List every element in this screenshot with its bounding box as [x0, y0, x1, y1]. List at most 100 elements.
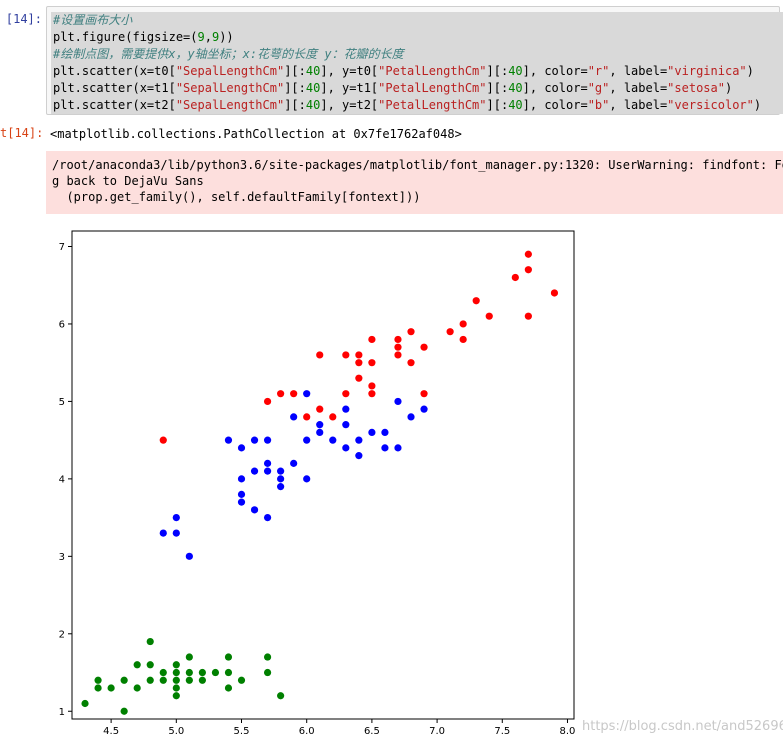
code-number: 40 — [508, 81, 523, 95]
scatter-point — [224, 668, 233, 677]
y-tick-label: 7 — [59, 242, 65, 253]
scatter-point — [94, 676, 102, 684]
scatter-point — [263, 653, 272, 661]
scatter-point — [355, 436, 363, 444]
scatter-point — [185, 653, 193, 661]
scatter-point — [394, 397, 402, 406]
scatter-point — [303, 413, 311, 421]
scatter-point — [277, 692, 285, 700]
scatter-point — [303, 436, 311, 444]
code-token: )) — [219, 30, 234, 44]
scatter-point — [524, 266, 532, 274]
code-cell[interactable]: #设置画布大小 plt.figure(figsize=(9,9)) #绘制点图，… — [46, 6, 783, 115]
scatter-point — [224, 436, 233, 444]
scatter-point — [107, 684, 115, 692]
code-line-scatter: plt.scatter(x=t2["SepalLengthCm"][:40], … — [51, 97, 783, 114]
scatter-point — [342, 405, 350, 413]
scatter-point — [394, 351, 402, 359]
scatter-point — [146, 637, 154, 646]
scatter-point — [355, 374, 363, 382]
code-token: ) — [746, 64, 754, 78]
scatter-point — [250, 506, 259, 514]
scatter-point — [303, 475, 311, 483]
scatter-point — [120, 707, 128, 715]
scatter-point — [263, 459, 272, 467]
scatter-point — [237, 444, 246, 452]
y-tick-label: 6 — [59, 319, 65, 330]
scatter-point — [303, 390, 311, 398]
code-string: "SepalLengthCm" — [175, 64, 285, 78]
scatter-point — [185, 552, 193, 560]
scatter-point — [172, 661, 180, 669]
y-tick-label: 4 — [59, 474, 65, 485]
scatter-point — [237, 498, 246, 506]
y-tick-label: 3 — [59, 552, 65, 563]
y-tick-label: 1 — [59, 707, 65, 718]
scatter-point — [290, 390, 298, 398]
scatter-point — [198, 676, 206, 684]
scatter-point — [120, 676, 128, 684]
scatter-point — [368, 359, 376, 367]
plot-area — [71, 230, 575, 720]
code-string: "SepalLengthCm" — [175, 81, 285, 95]
scatter-point — [394, 444, 402, 452]
code-token: plt.scatter(x=t1[ — [53, 81, 176, 95]
code-token: , label= — [609, 81, 668, 95]
input-prompt: [14]: — [5, 12, 42, 26]
scatter-point — [342, 351, 350, 359]
scatter-point — [524, 312, 532, 320]
code-token: ) — [753, 98, 762, 112]
scatter-point — [459, 335, 467, 344]
code-string: "setosa" — [667, 81, 725, 95]
code-editor[interactable]: #设置画布大小 plt.figure(figsize=(9,9)) #绘制点图，… — [51, 12, 783, 114]
scatter-point — [329, 436, 337, 444]
code-string: "PetalLengthCm" — [378, 64, 487, 78]
code-number: 9 — [211, 30, 220, 44]
scatter-point — [224, 684, 233, 692]
code-token: plt.scatter(x=t2[ — [53, 98, 176, 112]
code-number: 40 — [508, 64, 523, 78]
scatter-point — [263, 668, 272, 677]
scatter-point — [198, 668, 206, 677]
code-string: "g" — [587, 81, 610, 95]
scatter-point — [355, 359, 363, 367]
code-string: "PetalLengthCm" — [378, 81, 487, 95]
scatter-point — [211, 668, 220, 677]
scatter-point — [277, 483, 285, 491]
scatter-point — [446, 328, 454, 336]
scatter-point — [159, 676, 167, 684]
scatter-point — [485, 312, 493, 320]
scatter-point — [316, 405, 324, 413]
scatter-point — [185, 668, 193, 677]
scatter-point — [368, 382, 376, 390]
scatter-point — [316, 421, 324, 429]
scatter-point — [355, 351, 363, 359]
scatter-point — [277, 467, 285, 475]
scatter-point — [550, 289, 559, 297]
scatter-point — [290, 459, 298, 467]
x-tick-label: 7.0 — [429, 726, 445, 737]
output-prompt: t[14]: — [0, 126, 44, 140]
warning-line: (prop.get_family(), self.defaultFamily[f… — [52, 190, 421, 204]
scatter-point — [277, 390, 285, 398]
scatter-point — [185, 676, 193, 684]
x-tick-label: 7.5 — [494, 726, 510, 737]
scatter-point — [133, 684, 141, 692]
scatter-point — [81, 699, 89, 708]
code-number: 40 — [305, 64, 321, 78]
scatter-point — [420, 390, 428, 398]
scatter-point — [342, 444, 350, 452]
code-token: plt.figure(figsize=( — [53, 30, 198, 44]
scatter-point — [459, 320, 467, 328]
scatter-point — [381, 428, 389, 436]
scatter-point — [146, 661, 154, 669]
scatter-point — [511, 273, 519, 282]
scatter-point — [394, 335, 402, 344]
scatter-point — [407, 359, 415, 367]
scatter-point — [394, 343, 402, 351]
scatter-point — [159, 668, 167, 677]
code-string: "b" — [587, 98, 610, 112]
code-line-figure: plt.figure(figsize=(9,9)) — [51, 29, 783, 46]
code-token: ][: — [284, 64, 306, 78]
scatter-point — [172, 668, 180, 677]
